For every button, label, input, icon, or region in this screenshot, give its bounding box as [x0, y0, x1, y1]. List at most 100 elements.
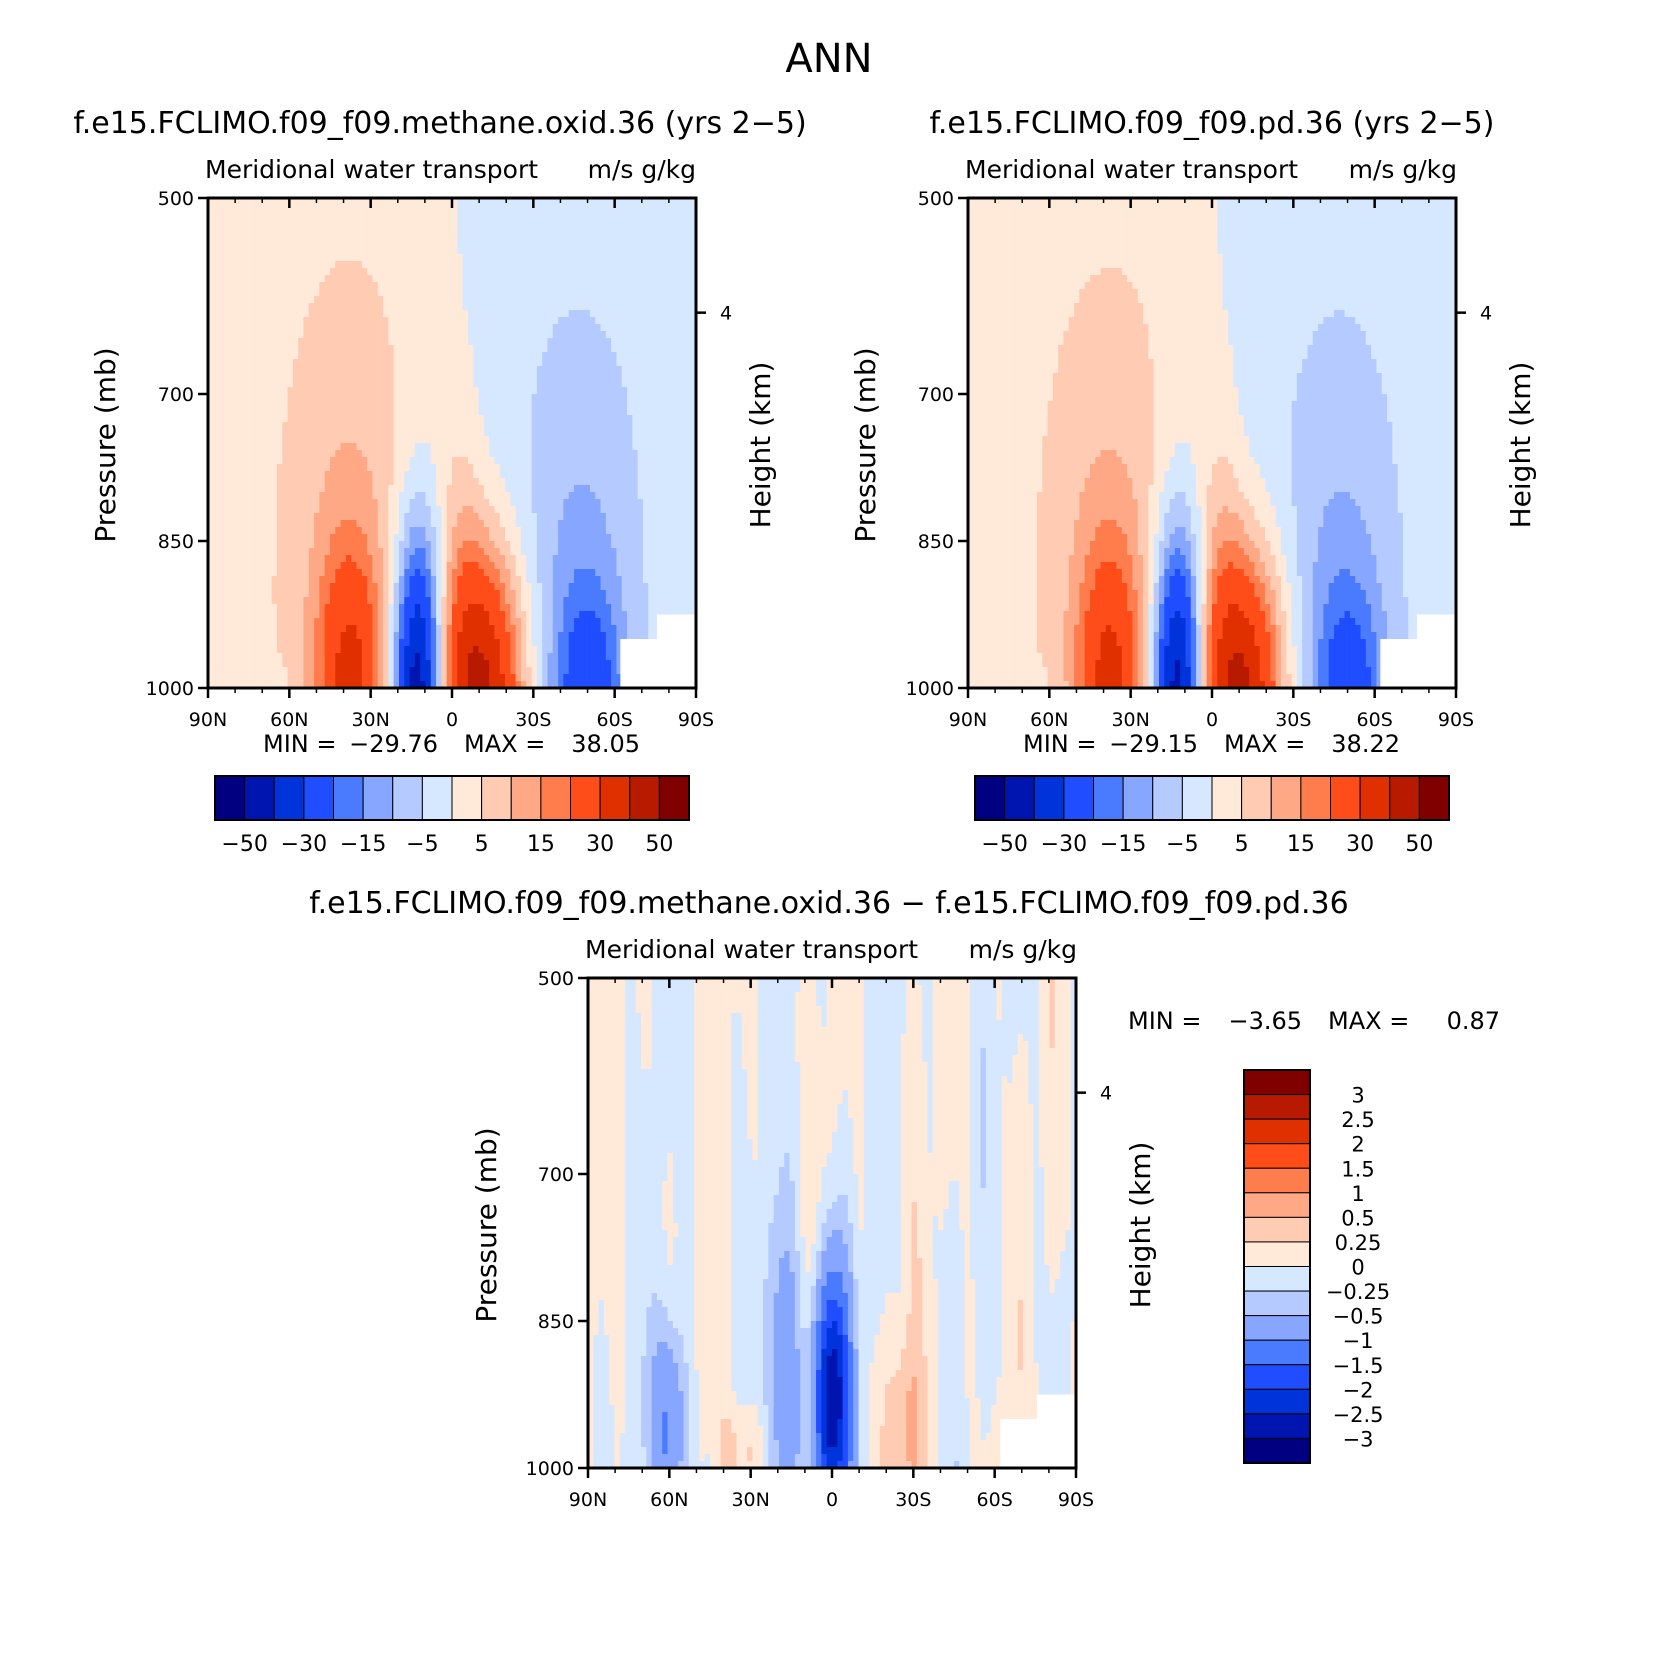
contour-cell [542, 289, 548, 297]
contour-cell [675, 226, 681, 234]
contour-cell [330, 408, 336, 416]
contour-cell [293, 499, 299, 507]
contour-cell [643, 401, 649, 409]
contour-cell [277, 450, 283, 458]
contour-cell [632, 240, 638, 248]
contour-cell [309, 324, 315, 332]
contour-cell [473, 261, 479, 269]
contour-cell [213, 485, 219, 493]
contour-cell [261, 219, 267, 227]
contour-cell [479, 527, 485, 535]
contour-cell [298, 338, 304, 346]
contour-cell [229, 450, 235, 458]
contour-cell [654, 303, 660, 311]
contour-cell [378, 436, 384, 444]
contour-cell [235, 338, 241, 346]
contour-cell [680, 394, 686, 402]
contour-cell [457, 303, 463, 311]
contour-cell [303, 268, 309, 276]
contour-cell [362, 422, 368, 430]
contour-cell [654, 422, 660, 430]
contour-cell [346, 443, 352, 451]
contour-cell [558, 338, 564, 346]
contour-cell [394, 289, 400, 297]
contour-cell [452, 506, 458, 514]
contour-cell [378, 471, 384, 479]
contour-cell [362, 520, 368, 528]
contour-cell [282, 303, 288, 311]
contour-cell [309, 464, 315, 472]
contour-cell [521, 219, 527, 227]
contour-cell [457, 506, 463, 514]
contour-cell [521, 513, 527, 521]
contour-cell [235, 324, 241, 332]
contour-cell [330, 520, 336, 528]
contour-cell [383, 408, 389, 416]
contour-cell [468, 548, 474, 556]
contour-cell [293, 520, 299, 528]
contour-cell [441, 226, 447, 234]
contour-cell [341, 485, 347, 493]
contour-cell [277, 261, 283, 269]
contour-cell [245, 408, 251, 416]
contour-cell [494, 520, 500, 528]
contour-cell [611, 527, 617, 535]
contour-cell [680, 303, 686, 311]
contour-cell [659, 429, 665, 437]
contour-cell [664, 485, 670, 493]
contour-cell [224, 464, 230, 472]
contour-cell [611, 275, 617, 283]
contour-cell [479, 233, 485, 241]
contour-cell [463, 345, 469, 353]
contour-cell [463, 205, 469, 213]
contour-cell [250, 436, 256, 444]
contour-cell [245, 457, 251, 465]
contour-cell [473, 548, 479, 556]
contour-cell [288, 338, 294, 346]
contour-cell [526, 212, 532, 220]
contour-cell [240, 429, 246, 437]
contour-cell [590, 450, 596, 458]
contour-cell [335, 303, 341, 311]
contour-cell [362, 394, 368, 402]
contour-cell [601, 478, 607, 486]
contour-cell [574, 443, 580, 451]
contour-cell [399, 408, 405, 416]
contour-cell [601, 520, 607, 528]
contour-cell [410, 240, 416, 248]
contour-cell [468, 408, 474, 416]
contour-cell [288, 219, 294, 227]
contour-cell [521, 247, 527, 255]
contour-cell [558, 506, 564, 514]
contour-cell [378, 317, 384, 325]
contour-cell [685, 548, 691, 556]
contour-cell [282, 562, 288, 570]
contour-cell [473, 338, 479, 346]
contour-cell [357, 443, 363, 451]
contour-cell [372, 534, 378, 542]
contour-cell [601, 247, 607, 255]
contour-cell [431, 317, 437, 325]
contour-cell [309, 345, 315, 353]
contour-cell [410, 415, 416, 423]
contour-cell [553, 492, 559, 500]
contour-cell [309, 268, 315, 276]
contour-cell [266, 450, 272, 458]
contour-cell [341, 464, 347, 472]
contour-cell [266, 366, 272, 374]
contour-cell [314, 576, 320, 584]
contour-cell [547, 338, 553, 346]
contour-cell [293, 205, 299, 213]
contour-cell [648, 352, 654, 360]
contour-cell [553, 282, 559, 290]
contour-cell [404, 464, 410, 472]
contour-cell [510, 324, 516, 332]
contour-cell [675, 324, 681, 332]
contour-cell [378, 485, 384, 493]
contour-cell [319, 485, 325, 493]
contour-cell [611, 212, 617, 220]
contour-cell [669, 240, 675, 248]
contour-cell [319, 464, 325, 472]
contour-cell [569, 380, 575, 388]
contour-cell [553, 569, 559, 577]
